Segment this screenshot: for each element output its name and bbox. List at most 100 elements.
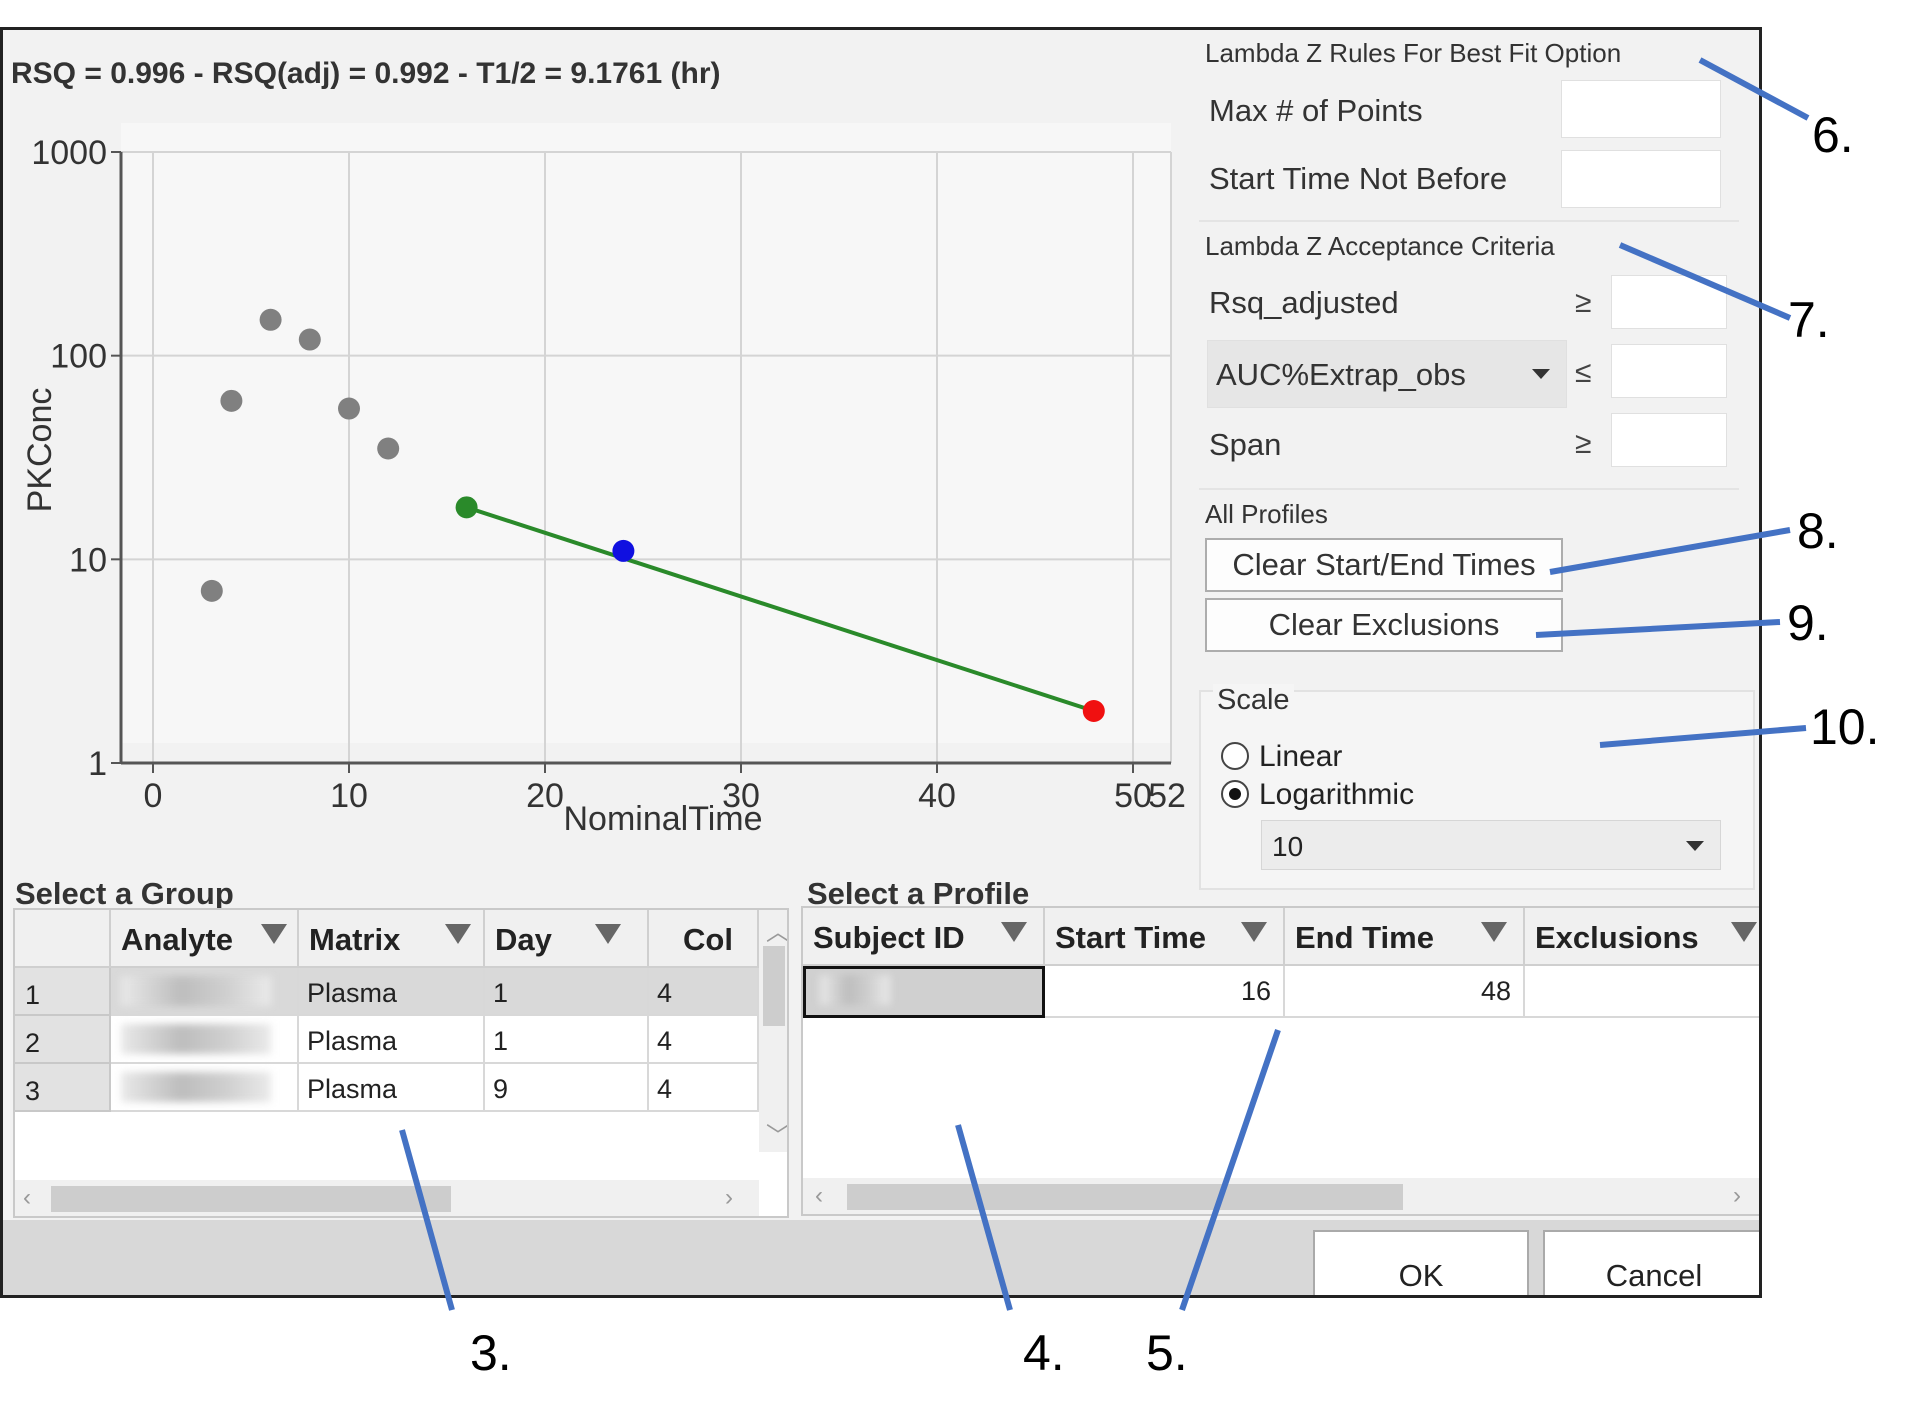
logarithmic-label[interactable]: Logarithmic bbox=[1259, 778, 1415, 811]
y-tick-label: 1 bbox=[88, 745, 107, 783]
callout-line bbox=[1535, 619, 1781, 638]
y-tick-label: 100 bbox=[50, 338, 107, 376]
filter-icon[interactable] bbox=[1481, 922, 1507, 942]
filter-icon[interactable] bbox=[1731, 922, 1757, 942]
auc-criterion-select[interactable]: AUC%Extrap_obs bbox=[1207, 340, 1567, 408]
column-header-end-time[interactable]: End Time bbox=[1285, 908, 1525, 966]
filter-icon[interactable] bbox=[445, 924, 471, 944]
matrix-cell[interactable]: Plasma bbox=[299, 1064, 485, 1112]
start-time-cell[interactable]: 16 bbox=[1045, 966, 1285, 1018]
analyte-cell[interactable] bbox=[111, 1064, 299, 1112]
horizontal-scrollbar[interactable]: ‹ › bbox=[15, 1180, 759, 1216]
x-tick-label: 20 bbox=[526, 777, 564, 815]
day-cell[interactable]: 1 bbox=[485, 1016, 649, 1064]
data-point bbox=[377, 437, 400, 460]
callout-6: 6. bbox=[1812, 107, 1854, 163]
select-group-title: Select a Group bbox=[15, 876, 234, 911]
row-header[interactable]: 2 bbox=[15, 1016, 111, 1064]
auc-select-value: AUC%Extrap_obs bbox=[1216, 357, 1466, 392]
callout-line bbox=[955, 1124, 1013, 1311]
row-header[interactable]: 1 bbox=[15, 968, 111, 1016]
scroll-right-icon[interactable]: › bbox=[725, 1184, 733, 1211]
row-header[interactable]: 3 bbox=[15, 1064, 111, 1112]
auc-operator: ≤ bbox=[1575, 356, 1592, 389]
start-time-label: Start Time Not Before bbox=[1209, 161, 1508, 196]
scroll-right-icon[interactable]: › bbox=[1733, 1182, 1741, 1209]
linear-label[interactable]: Linear bbox=[1259, 740, 1343, 773]
col-cell[interactable]: 4 bbox=[649, 1064, 759, 1112]
scroll-down-icon[interactable]: ﹀ bbox=[766, 1123, 789, 1150]
column-header-exclusions[interactable]: Exclusions bbox=[1525, 908, 1759, 966]
select-profile-title: Select a Profile bbox=[807, 876, 1030, 911]
data-point bbox=[200, 579, 223, 602]
cancel-button[interactable]: Cancel bbox=[1543, 1230, 1759, 1295]
filter-icon[interactable] bbox=[1001, 922, 1027, 942]
scale-group: Scale Linear Logarithmic 10 bbox=[1199, 684, 1755, 890]
column-header-col[interactable]: Col bbox=[649, 910, 759, 968]
max-points-input[interactable] bbox=[1561, 80, 1721, 138]
analyte-cell[interactable] bbox=[111, 1016, 299, 1064]
data-point bbox=[298, 328, 321, 351]
start-time-input[interactable] bbox=[1561, 150, 1721, 208]
x-tick-label: 50 bbox=[1114, 777, 1152, 815]
end-time-cell[interactable]: 48 bbox=[1285, 966, 1525, 1018]
data-point bbox=[259, 308, 282, 331]
column-header-day[interactable]: Day bbox=[485, 910, 649, 968]
column-header-subject-id[interactable]: Subject ID bbox=[803, 908, 1045, 966]
plot-background bbox=[121, 123, 1171, 743]
horizontal-scroll-thumb[interactable] bbox=[51, 1186, 451, 1212]
column-header-label: Matrix bbox=[309, 922, 401, 957]
log-base-select[interactable]: 10 bbox=[1261, 820, 1721, 870]
lambda-z-dialog: RSQ = 0.996 - RSQ(adj) = 0.992 - T1/2 = … bbox=[0, 27, 1762, 1298]
points bbox=[200, 308, 1105, 723]
x-axis-label: NominalTime bbox=[563, 800, 762, 838]
filter-icon[interactable] bbox=[1241, 922, 1267, 942]
logarithmic-radio[interactable] bbox=[1221, 780, 1249, 808]
matrix-cell[interactable]: Plasma bbox=[299, 1016, 485, 1064]
column-header-label: Col bbox=[683, 922, 733, 957]
col-cell[interactable]: 4 bbox=[649, 1016, 759, 1064]
column-header-analyte[interactable]: Analyte bbox=[111, 910, 299, 968]
scale-title: Scale bbox=[1213, 684, 1294, 717]
data-point bbox=[1082, 700, 1105, 723]
y-tick-label: 1000 bbox=[31, 134, 107, 172]
horizontal-scroll-thumb[interactable] bbox=[847, 1184, 1403, 1210]
horizontal-scrollbar[interactable]: ‹ › bbox=[803, 1178, 1759, 1214]
fit-line-group bbox=[465, 505, 1095, 713]
scroll-up-icon[interactable]: ︿ bbox=[766, 919, 789, 946]
day-cell[interactable]: 1 bbox=[485, 968, 649, 1016]
day-cell[interactable]: 9 bbox=[485, 1064, 649, 1112]
analyte-cell[interactable] bbox=[111, 968, 299, 1016]
redacted-text bbox=[820, 975, 890, 1005]
linear-radio[interactable] bbox=[1221, 742, 1249, 770]
callout-4: 4. bbox=[1023, 1325, 1065, 1381]
ok-button[interactable]: OK bbox=[1313, 1230, 1529, 1295]
col-cell[interactable]: 4 bbox=[649, 968, 759, 1016]
scroll-left-icon[interactable]: ‹ bbox=[23, 1184, 31, 1211]
vertical-scroll-thumb[interactable] bbox=[763, 946, 785, 1026]
clear-exclusions-button[interactable]: Clear Exclusions bbox=[1205, 598, 1563, 652]
callout-8: 8. bbox=[1797, 503, 1839, 559]
exclusions-cell[interactable] bbox=[1525, 966, 1759, 1018]
matrix-cell[interactable]: Plasma bbox=[299, 968, 485, 1016]
dialog-footer: OK Cancel bbox=[3, 1220, 1759, 1295]
y-tick-label: 10 bbox=[69, 541, 107, 579]
auc-input[interactable] bbox=[1611, 344, 1727, 398]
clear-start-end-times-button[interactable]: Clear Start/End Times bbox=[1205, 538, 1563, 592]
column-header-matrix[interactable]: Matrix bbox=[299, 910, 485, 968]
redacted-text bbox=[121, 1072, 271, 1102]
scroll-left-icon[interactable]: ‹ bbox=[815, 1182, 823, 1209]
x-tick-label: 0 bbox=[144, 777, 163, 815]
filter-icon[interactable] bbox=[261, 924, 287, 944]
vertical-scrollbar[interactable]: ︿ ﹀ bbox=[759, 910, 789, 1152]
grid-corner-header bbox=[15, 910, 111, 968]
span-input[interactable] bbox=[1611, 413, 1727, 467]
axes bbox=[111, 151, 1171, 773]
filter-icon[interactable] bbox=[595, 924, 621, 944]
column-header-label: End Time bbox=[1295, 920, 1434, 955]
subject-id-cell[interactable] bbox=[803, 966, 1045, 1018]
column-header-start-time[interactable]: Start Time bbox=[1045, 908, 1285, 966]
